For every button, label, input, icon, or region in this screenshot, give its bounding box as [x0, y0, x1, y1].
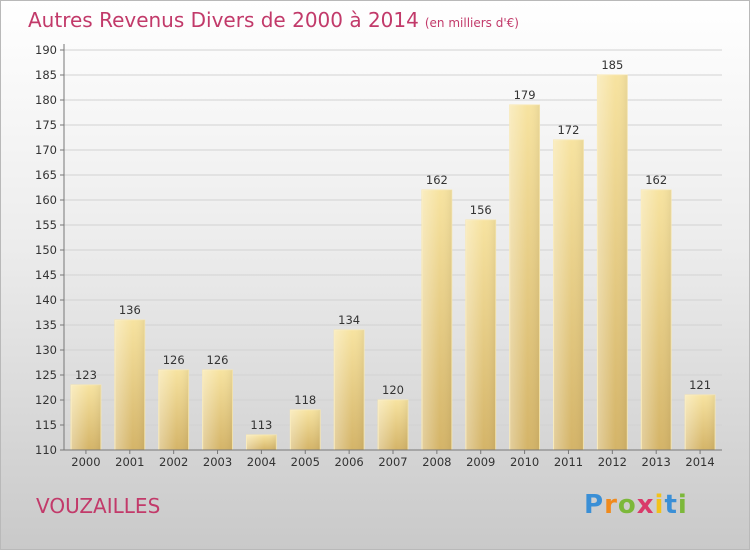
- bar-shine-2003: [202, 370, 233, 450]
- x-tick-label: 2002: [159, 455, 188, 469]
- y-tick-label: 175: [35, 118, 57, 132]
- x-tick-label: 2013: [642, 455, 671, 469]
- x-tick-label: 2003: [203, 455, 232, 469]
- logo-letter: i: [677, 490, 688, 520]
- value-label: 156: [470, 203, 492, 217]
- y-tick-label: 160: [35, 193, 57, 207]
- bar-shine-2013: [641, 190, 672, 450]
- x-tick-label: 2005: [291, 455, 320, 469]
- bar-shine-2004: [246, 435, 277, 450]
- value-label: 123: [75, 368, 97, 382]
- value-label: 120: [382, 383, 404, 397]
- bar-shine-2008: [421, 190, 452, 450]
- x-tick-label: 2011: [554, 455, 583, 469]
- bar-shine-2010: [509, 105, 540, 450]
- bar-shine-2005: [290, 410, 321, 450]
- chart-title: Autres Revenus Divers de 2000 à 2014 (en …: [28, 8, 519, 32]
- y-tick-label: 115: [35, 418, 57, 432]
- x-tick-label: 2008: [422, 455, 451, 469]
- bar-shine-2011: [553, 140, 584, 450]
- value-label: 162: [426, 173, 448, 187]
- bar-shine-2012: [597, 75, 628, 450]
- y-tick-label: 150: [35, 243, 57, 257]
- value-label: 121: [689, 378, 711, 392]
- x-tick-label: 2004: [247, 455, 276, 469]
- x-tick-label: 2001: [115, 455, 144, 469]
- x-tick-label: 2010: [510, 455, 539, 469]
- value-label: 126: [163, 353, 185, 367]
- value-label: 162: [645, 173, 667, 187]
- logo-letter: i: [654, 490, 665, 520]
- y-tick-label: 130: [35, 343, 57, 357]
- y-tick-label: 135: [35, 318, 57, 332]
- bar-shine-2009: [465, 220, 496, 450]
- value-label: 134: [338, 313, 360, 327]
- bar-shine-2001: [114, 320, 145, 450]
- bar-shine-2002: [158, 370, 189, 450]
- bar-shine-2006: [334, 330, 365, 450]
- bar-shine-2007: [378, 400, 408, 450]
- bar-shine-2000: [71, 385, 101, 450]
- x-tick-label: 2014: [685, 455, 714, 469]
- y-tick-label: 165: [35, 168, 57, 182]
- logo-letter: r: [604, 490, 618, 520]
- place-name: VOUZAILLES: [36, 494, 161, 518]
- logo-letter: o: [617, 490, 637, 520]
- y-tick-label: 120: [35, 393, 57, 407]
- value-label: 136: [119, 303, 141, 317]
- y-tick-label: 155: [35, 218, 57, 232]
- x-tick-label: 2009: [466, 455, 495, 469]
- proxiti-logo: Proxiti: [584, 490, 688, 520]
- x-tick-label: 2007: [378, 455, 407, 469]
- chart-title-text: Autres Revenus Divers de 2000 à 2014: [28, 8, 419, 32]
- y-tick-label: 180: [35, 93, 57, 107]
- logo-letter: x: [636, 490, 655, 520]
- y-tick-label: 170: [35, 143, 57, 157]
- value-label: 185: [601, 58, 623, 72]
- y-tick-label: 140: [35, 293, 57, 307]
- value-label: 172: [557, 123, 579, 137]
- logo-letter: P: [584, 490, 605, 520]
- bar-shine-2014: [685, 395, 715, 450]
- x-tick-label: 2006: [334, 455, 363, 469]
- x-tick-label: 2000: [71, 455, 100, 469]
- y-tick-label: 145: [35, 268, 57, 282]
- logo-letter: t: [664, 490, 678, 520]
- value-label: 118: [294, 393, 316, 407]
- y-tick-label: 110: [35, 443, 57, 457]
- y-tick-label: 190: [35, 43, 57, 57]
- x-tick-label: 2012: [598, 455, 627, 469]
- chart-subtitle: (en milliers d'€): [424, 16, 519, 30]
- value-label: 179: [514, 88, 536, 102]
- value-label: 126: [207, 353, 229, 367]
- y-tick-label: 125: [35, 368, 57, 382]
- y-tick-label: 185: [35, 68, 57, 82]
- value-label: 113: [250, 418, 272, 432]
